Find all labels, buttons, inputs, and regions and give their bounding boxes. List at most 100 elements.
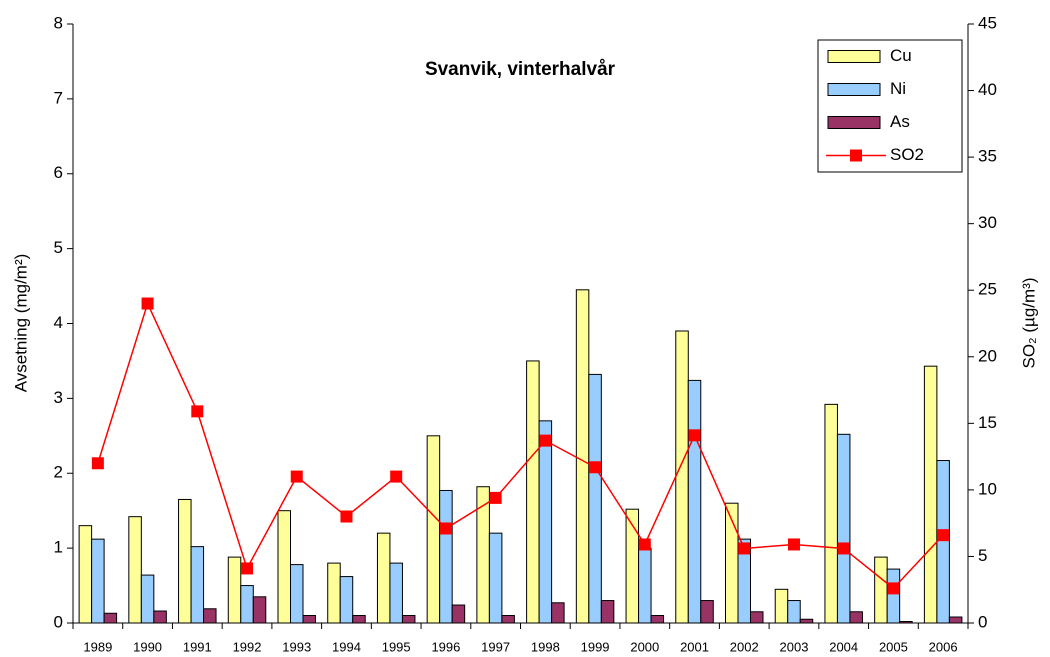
y-tick-label: 2 [54,463,63,482]
bar [936,460,950,624]
y2-tick-label: 20 [978,346,997,365]
y2-tick-label: 15 [978,413,997,432]
y2-tick-label: 5 [978,546,987,565]
marker [191,405,204,418]
y-tick-label: 7 [54,88,63,107]
bar [600,600,615,624]
marker [489,491,502,504]
legend-label: SO2 [890,145,924,164]
bar [575,289,590,624]
marker [439,522,452,535]
bar [476,486,490,624]
bar [700,600,714,624]
marker [638,538,651,551]
legend-swatch [827,50,881,63]
marker [937,529,950,542]
x-tick-label: 1997 [481,639,510,654]
marker [290,470,303,483]
y2-tick-label: 0 [978,612,987,631]
bar [78,525,93,624]
x-tick-label: 1998 [531,639,560,654]
legend-label: Ni [890,79,906,98]
y2-tick-label: 30 [978,213,997,232]
bar [774,588,789,624]
x-tick-label: 1989 [83,639,112,654]
bar [488,532,503,624]
y2-tick-label: 10 [978,479,997,498]
x-tick-label: 1990 [133,639,162,654]
bar [750,611,764,624]
marker [241,562,254,575]
marker [340,510,353,523]
bar [339,576,354,624]
marker [787,538,800,551]
bar [650,615,665,624]
marker [738,542,751,555]
bar [886,568,901,624]
y-tick-label: 6 [54,163,63,182]
y-tick-label: 3 [54,388,63,407]
bar [824,403,838,624]
x-tick-label: 1996 [431,639,460,654]
bar [526,360,540,624]
bar [451,604,466,624]
marker [837,542,850,555]
bar [687,379,702,624]
y2-tick-label: 25 [978,280,997,299]
bar [538,420,553,624]
legend-marker [850,149,862,162]
bar [277,510,291,624]
bar [948,616,963,624]
bar [190,546,205,624]
x-tick-label: 2002 [730,639,759,654]
bar [91,538,105,624]
bar [352,615,366,624]
x-tick-label: 2001 [680,639,709,654]
x-tick-label: 1995 [382,639,411,654]
bar [551,602,565,624]
marker [91,457,104,470]
x-tick-label: 1991 [183,639,212,654]
y-tick-label: 5 [54,238,63,257]
bar [874,556,888,624]
y-tick-label: 8 [54,13,63,32]
bar [227,556,242,624]
x-tick-label: 2000 [630,639,659,654]
y-tick-label: 0 [54,612,63,631]
y2-tick-label: 35 [978,147,997,166]
bar [849,611,863,624]
bar [923,365,938,624]
bar [240,585,254,624]
marker [141,297,154,310]
x-tick-label: 2004 [829,639,858,654]
x-tick-label: 1994 [332,639,361,654]
marker [589,461,602,474]
legend-label: As [890,112,910,131]
x-tick-label: 2005 [879,639,908,654]
y2-tick-label: 40 [978,80,997,99]
x-tick-label: 2003 [780,639,809,654]
bar [178,498,192,624]
bar [140,574,155,624]
bar [675,330,689,624]
x-tick-label: 1993 [282,639,311,654]
marker [887,582,900,595]
y-tick-label: 4 [54,313,63,332]
bar [153,610,167,624]
y-tick-label: 1 [54,538,63,557]
bar [439,489,453,624]
x-tick-label: 1999 [581,639,610,654]
marker [688,429,701,442]
x-tick-label: 2006 [929,639,958,654]
marker [390,470,403,483]
legend-swatch [827,116,881,129]
y2-axis-label: SO₂ (µg/m³) [1019,277,1038,368]
bar [103,612,118,624]
x-tick-label: 1992 [233,639,262,654]
legend-label: Cu [890,46,912,65]
y-axis-label: Avsetning (mg/m²) [11,254,30,393]
bar [327,562,341,624]
legend-swatch [827,83,881,96]
bar [588,373,602,624]
